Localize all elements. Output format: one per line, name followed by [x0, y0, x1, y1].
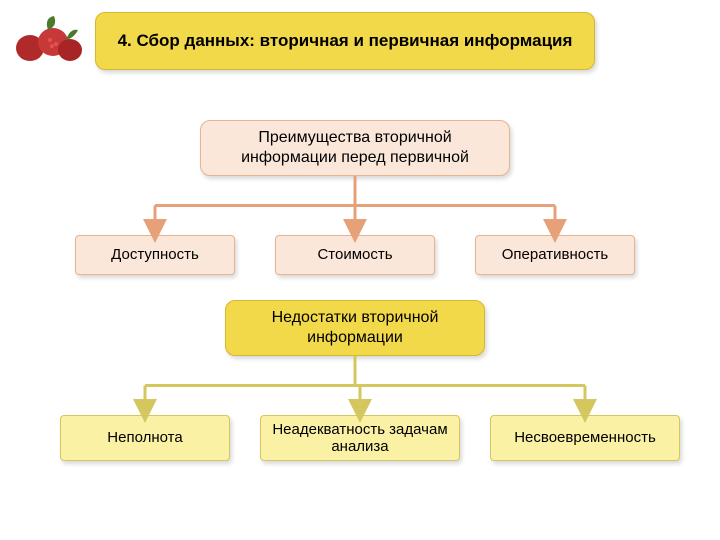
- advantages-child-box: Оперативность: [475, 235, 635, 275]
- disadvantages-child-label: Неполнота: [107, 429, 182, 446]
- pomegranate-icon: [8, 8, 88, 68]
- slide-title: 4. Сбор данных: вторичная и первичная ин…: [95, 12, 595, 70]
- advantages-child-label: Доступность: [111, 246, 199, 263]
- advantages-child-box: Стоимость: [275, 235, 435, 275]
- disadvantages-child-box: Неполнота: [60, 415, 230, 461]
- advantages-parent-label: Преимущества вторичной информации перед …: [219, 128, 491, 168]
- disadvantages-child-label: Несвоевременность: [514, 429, 656, 446]
- disadvantages-child-box: Несвоевременность: [490, 415, 680, 461]
- disadvantages-child-box: Неадекватность задачам анализа: [260, 415, 460, 461]
- advantages-child-label: Оперативность: [502, 246, 609, 263]
- advantages-child-box: Доступность: [75, 235, 235, 275]
- advantages-child-label: Стоимость: [317, 246, 392, 263]
- disadvantages-parent-label: Недостатки вторичной информации: [244, 308, 466, 348]
- advantages-parent-box: Преимущества вторичной информации перед …: [200, 120, 510, 176]
- disadvantages-child-label: Неадекватность задачам анализа: [271, 421, 449, 456]
- slide-title-text: 4. Сбор данных: вторичная и первичная ин…: [118, 30, 573, 51]
- disadvantages-parent-box: Недостатки вторичной информации: [225, 300, 485, 356]
